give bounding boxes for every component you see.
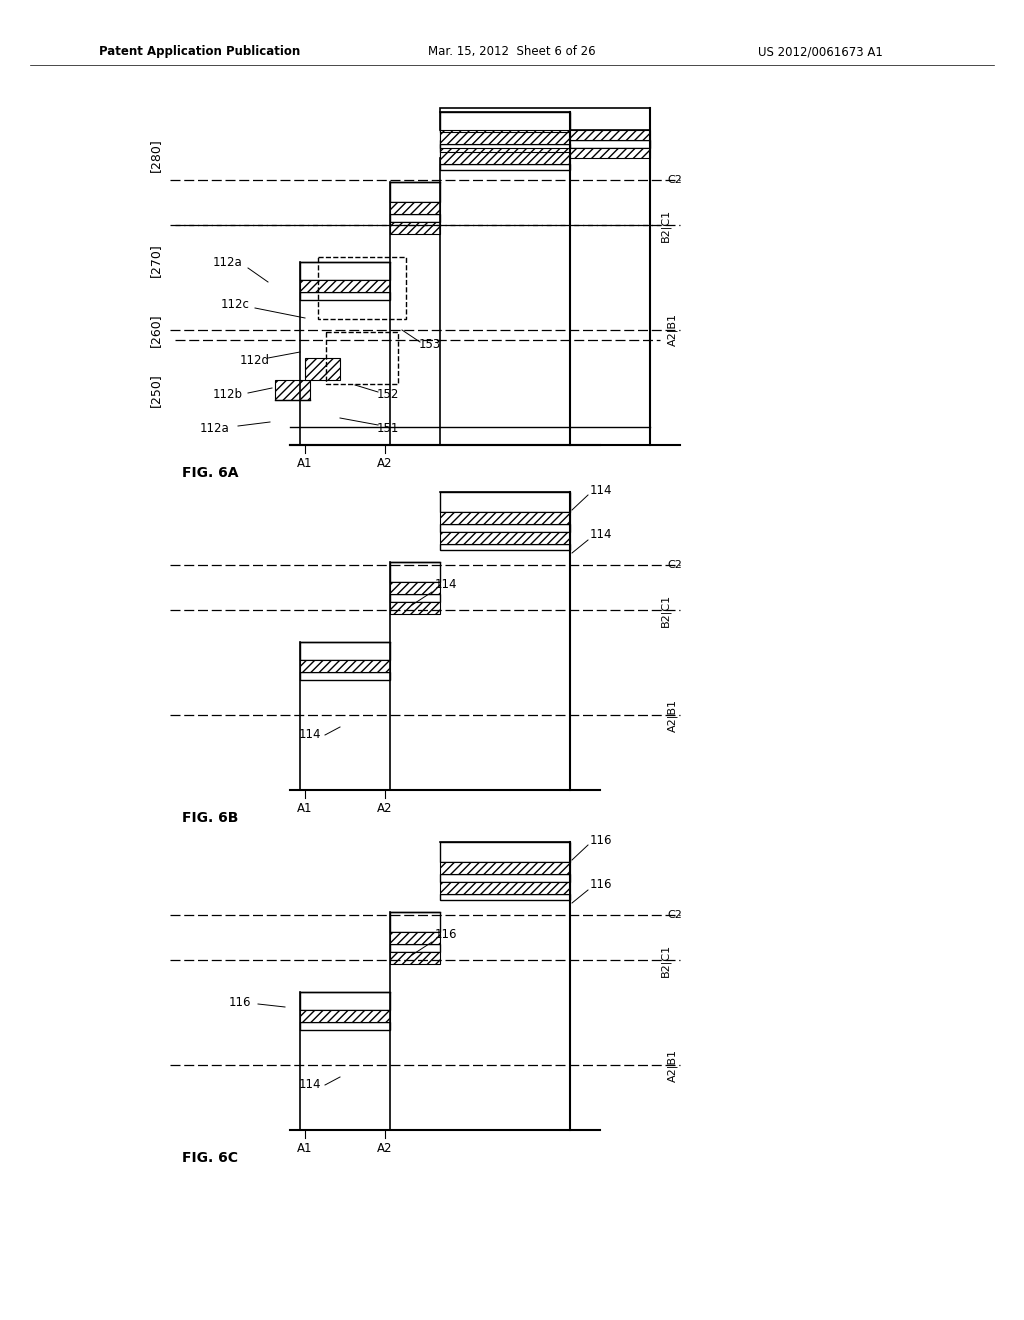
Bar xyxy=(300,642,390,660)
Text: FIG. 6C: FIG. 6C xyxy=(182,1151,238,1166)
Bar xyxy=(300,1022,390,1030)
Text: FIG. 6B: FIG. 6B xyxy=(182,810,239,825)
Bar xyxy=(440,894,570,900)
Text: C2: C2 xyxy=(667,560,682,570)
Text: Patent Application Publication: Patent Application Publication xyxy=(99,45,301,58)
Bar xyxy=(390,214,440,222)
Text: A1: A1 xyxy=(297,803,312,814)
Text: FIG. 6A: FIG. 6A xyxy=(181,466,239,480)
Bar xyxy=(440,524,570,532)
Bar xyxy=(300,292,390,300)
Text: 114: 114 xyxy=(299,1078,322,1092)
Bar xyxy=(300,1010,390,1022)
Text: US 2012/0061673 A1: US 2012/0061673 A1 xyxy=(758,45,883,58)
Text: Mar. 15, 2012  Sheet 6 of 26: Mar. 15, 2012 Sheet 6 of 26 xyxy=(428,45,596,58)
Text: 116: 116 xyxy=(435,928,458,941)
Text: A2: A2 xyxy=(377,457,393,470)
Text: 152: 152 xyxy=(377,388,399,401)
Text: 116: 116 xyxy=(590,833,612,846)
Bar xyxy=(275,380,310,400)
Bar xyxy=(390,582,440,594)
Bar xyxy=(440,132,570,144)
Text: 151: 151 xyxy=(377,421,399,434)
Text: C2: C2 xyxy=(667,176,682,185)
Text: 114: 114 xyxy=(299,729,322,742)
Text: 116: 116 xyxy=(228,995,251,1008)
Bar xyxy=(390,562,440,582)
Text: 114: 114 xyxy=(590,528,612,541)
Bar xyxy=(440,512,570,524)
Bar xyxy=(390,952,440,964)
Bar xyxy=(440,532,570,544)
Bar xyxy=(440,140,650,148)
Bar xyxy=(440,492,570,512)
Bar xyxy=(390,602,440,614)
Text: 116: 116 xyxy=(590,879,612,891)
Bar xyxy=(390,912,440,932)
Bar xyxy=(440,882,570,894)
Bar xyxy=(440,164,570,170)
Text: [260]: [260] xyxy=(148,313,162,347)
Text: 112d: 112d xyxy=(240,354,270,367)
Bar xyxy=(440,842,570,862)
Text: A2: A2 xyxy=(377,1142,393,1155)
Text: [270]: [270] xyxy=(148,243,162,277)
Bar xyxy=(440,108,650,129)
Text: 112a: 112a xyxy=(200,421,229,434)
Bar xyxy=(440,144,570,152)
Bar xyxy=(300,660,390,672)
Text: B2|C1: B2|C1 xyxy=(660,594,671,627)
Text: C2: C2 xyxy=(667,909,682,920)
Text: 112a: 112a xyxy=(213,256,243,268)
Text: 153: 153 xyxy=(419,338,441,351)
Bar xyxy=(326,333,398,384)
Bar xyxy=(300,280,390,292)
Text: A2|B1: A2|B1 xyxy=(667,1048,678,1081)
Bar xyxy=(390,222,440,234)
Bar xyxy=(300,993,390,1010)
Bar xyxy=(318,257,406,319)
Text: A2|B1: A2|B1 xyxy=(667,698,678,731)
Bar xyxy=(440,148,650,158)
Text: [250]: [250] xyxy=(148,374,162,407)
Bar xyxy=(390,932,440,944)
Text: B2|C1: B2|C1 xyxy=(660,209,671,242)
Bar xyxy=(440,862,570,874)
Bar xyxy=(390,182,440,202)
Bar xyxy=(390,594,440,602)
Bar xyxy=(440,129,650,140)
Text: 114: 114 xyxy=(590,483,612,496)
Text: A1: A1 xyxy=(297,457,312,470)
Bar xyxy=(440,152,570,164)
Bar xyxy=(440,874,570,882)
Bar xyxy=(440,112,570,132)
Text: 112c: 112c xyxy=(220,298,250,312)
Text: 112b: 112b xyxy=(213,388,243,401)
Text: A2: A2 xyxy=(377,803,393,814)
Bar xyxy=(390,944,440,952)
Bar xyxy=(300,672,390,680)
Bar xyxy=(300,261,390,280)
Bar xyxy=(390,202,440,214)
Text: A1: A1 xyxy=(297,1142,312,1155)
Text: [280]: [280] xyxy=(148,139,162,172)
Text: B2|C1: B2|C1 xyxy=(660,944,671,977)
Bar xyxy=(305,358,340,380)
Bar xyxy=(440,544,570,550)
Text: 114: 114 xyxy=(435,578,458,591)
Text: A2|B1: A2|B1 xyxy=(667,314,678,346)
